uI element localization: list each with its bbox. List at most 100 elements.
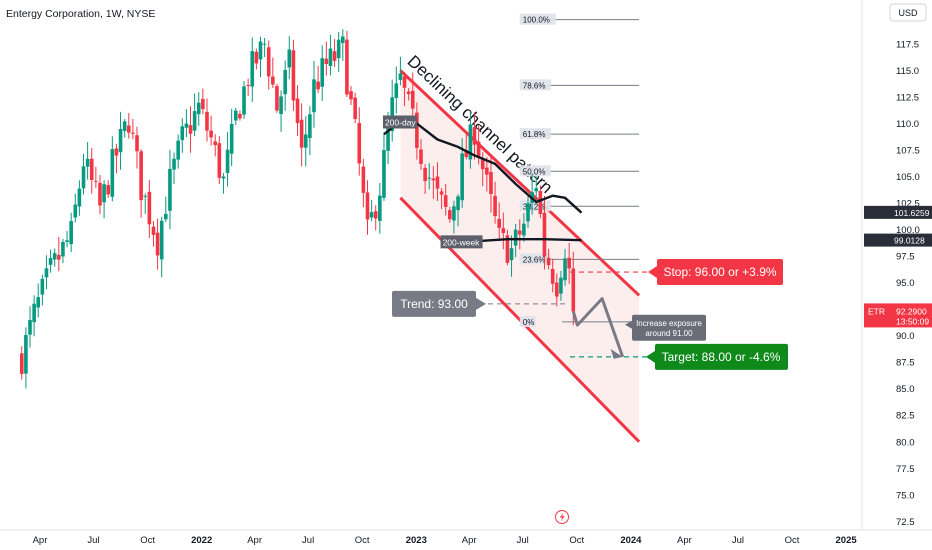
candle-body-down: [423, 167, 427, 182]
sma-200-day-tag: [382, 115, 417, 129]
price-axis-tag: [864, 205, 932, 219]
events-icon[interactable]: [555, 510, 569, 524]
price-tick-label: 100.0: [896, 225, 920, 236]
last-price-tag: [864, 303, 932, 328]
time-tick-label: 2022: [191, 535, 212, 546]
candle-body-down: [485, 167, 489, 175]
fib-level-chip: [519, 253, 551, 265]
channel-upper-line: [399, 69, 641, 297]
candle-body-down: [155, 232, 160, 256]
symbol-title: Entergy Corporation, 1W, NYSE: [6, 8, 155, 20]
price-tick-label: 87.5: [896, 358, 915, 369]
candle-body-down: [135, 135, 139, 152]
fib-level-chip: [519, 13, 556, 25]
candle-body-down: [361, 166, 366, 193]
candle-body-down: [147, 191, 152, 225]
time-tick-label: Oct: [355, 535, 370, 546]
candle-body-down: [476, 141, 481, 157]
candle-body-up: [308, 114, 312, 139]
candle-body-up: [172, 158, 176, 170]
price-tick-label: 110.0: [896, 119, 919, 130]
currency-button-frame[interactable]: [889, 3, 927, 22]
candle-body-down: [205, 111, 209, 131]
candle-body-down: [493, 195, 497, 217]
candle-body-down: [139, 151, 143, 201]
candle-body-down: [415, 112, 419, 148]
price-axis-tag: [864, 233, 932, 247]
candle-body-up: [48, 258, 53, 265]
candle-body-up: [559, 277, 563, 294]
candle-body-up: [563, 258, 567, 281]
candle-body-up: [159, 220, 164, 260]
candle-body-up: [77, 188, 82, 207]
exposure-callout: [632, 314, 706, 341]
candle-body-down: [291, 50, 296, 101]
time-tick-label: Jul: [732, 535, 744, 546]
currency-label[interactable]: USD: [898, 8, 918, 18]
candle-body-down: [94, 180, 98, 182]
time-tick-label: Jul: [302, 535, 314, 546]
candlestick-series: [19, 29, 576, 389]
candle-body-down: [188, 125, 193, 134]
fib-level-label: 50.0%: [523, 167, 546, 176]
candle-body-up: [52, 253, 57, 260]
candle-body-down: [505, 235, 510, 263]
candle-body-up: [509, 248, 514, 261]
candle-body-up: [81, 166, 86, 189]
stop-callout-pointer: [648, 266, 657, 279]
candle-body-up: [196, 102, 201, 115]
price-tick-label: 72.5: [896, 517, 915, 528]
currency-button[interactable]: USD: [889, 3, 927, 22]
candle-body-up: [328, 48, 333, 66]
candle-body-down: [472, 127, 477, 145]
candle-body-up: [468, 124, 473, 160]
time-tick-label: 2025: [836, 535, 858, 546]
candle-body-up: [386, 127, 390, 151]
target-callout: [655, 343, 788, 370]
fib-level-chip: [519, 128, 551, 140]
candle-body-down: [345, 39, 349, 95]
time-tick-label: Jul: [87, 535, 99, 546]
candle-body-up: [369, 212, 374, 218]
target-callout-pointer: [646, 350, 655, 363]
time-tick-label: Oct: [140, 535, 155, 546]
fib-level-label: 78.6%: [523, 81, 546, 90]
exposure-label-line2: around 91.00: [645, 329, 693, 338]
bar-countdown: 13:50:09: [896, 316, 929, 326]
candle-body-up: [118, 129, 123, 153]
candle-body-up: [287, 49, 292, 68]
candle-body-up: [534, 188, 539, 192]
candle-body-down: [209, 130, 213, 138]
candle-body-down: [246, 84, 250, 86]
price-tick-label: 75.0: [896, 490, 915, 501]
candle-body-down: [213, 141, 218, 146]
candle-body-down: [57, 254, 61, 260]
candle-body-down: [349, 91, 353, 100]
candle-body-down: [316, 81, 320, 90]
projection-arrowhead: [610, 348, 623, 359]
sma-200-week-label: 200-week: [443, 237, 481, 247]
candle-body-up: [40, 278, 45, 295]
candle-body-down: [114, 148, 119, 156]
fib-level-label: 38.2%: [523, 202, 546, 211]
candle-body-up: [456, 196, 460, 211]
candle-body-down: [275, 86, 279, 111]
candle-body-down: [480, 158, 485, 170]
stop-callout: [657, 259, 783, 286]
candle-body-up: [180, 126, 185, 141]
candle-body-up: [143, 195, 148, 197]
candle-body-up: [526, 203, 530, 222]
candle-body-down: [201, 98, 205, 110]
lightning-icon: [559, 512, 565, 522]
price-axis[interactable]: 72.575.077.580.082.585.087.590.092.595.0…: [861, 0, 920, 530]
candle-body-down: [238, 113, 242, 119]
candle-body-down: [217, 143, 222, 178]
time-axis[interactable]: Apr Jul Oct 2022 Apr Jul Oct 2023 Apr Jul Oct 2024 A…: [0, 529, 932, 546]
price-tick-label: 97.5: [896, 252, 915, 263]
time-tick-label: 2024: [620, 535, 642, 546]
projected-path: [571, 297, 625, 358]
time-tick-label: 2023: [406, 535, 427, 546]
time-tick-label: Apr: [247, 535, 262, 546]
